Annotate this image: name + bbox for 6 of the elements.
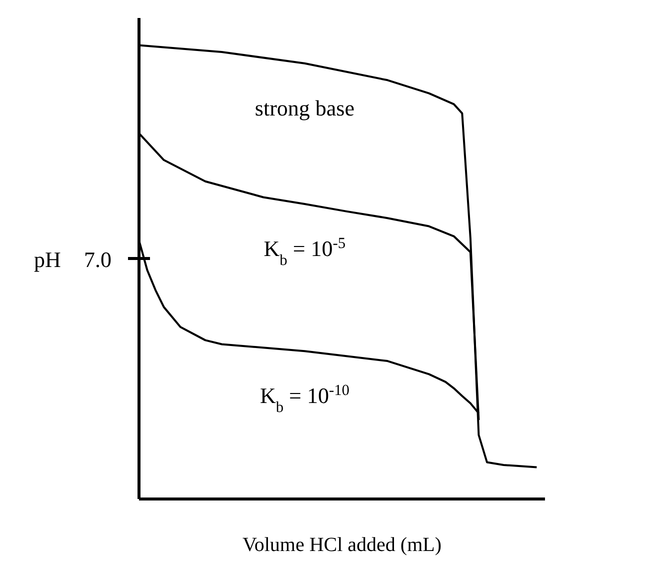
x-axis-title: Volume HCl added (mL)	[241, 534, 443, 557]
series-label: K$_{b}$ = 10$^{-5}$	[264, 234, 346, 269]
series-label: strong base	[254, 95, 355, 120]
text: 7.0	[84, 246, 112, 272]
y-axis-title: pH	[34, 246, 61, 272]
series-label: K$_{b}$ = 10$^{-10}$	[260, 382, 350, 416]
